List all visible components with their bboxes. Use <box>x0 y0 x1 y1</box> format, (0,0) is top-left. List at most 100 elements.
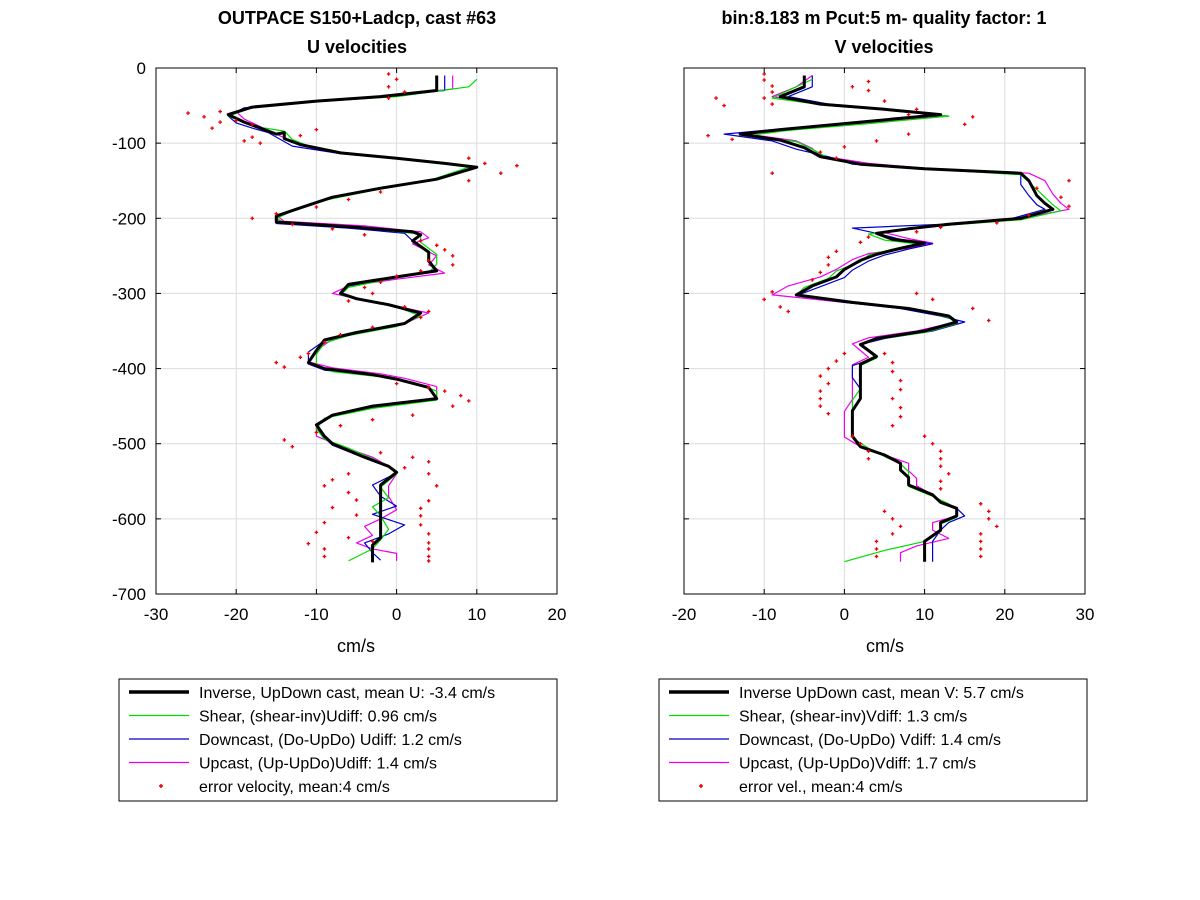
u-series-upcast <box>235 75 478 561</box>
u-error-point <box>362 233 367 237</box>
u-error-point <box>218 109 222 114</box>
u-error-point <box>394 381 399 386</box>
v-error-point <box>898 405 903 410</box>
u-x-tick-label: -10 <box>304 605 329 624</box>
v-error-point <box>818 150 823 154</box>
u-y-tick-label: -400 <box>112 360 146 379</box>
u-error-point <box>499 171 503 175</box>
u-error-point <box>442 248 447 252</box>
u-error-point <box>322 547 327 551</box>
u-error-point <box>466 399 471 403</box>
u-error-point <box>322 554 327 559</box>
v-error-point <box>930 297 935 302</box>
v-error-point <box>834 249 839 254</box>
u-error-point <box>274 360 279 365</box>
v-error-point <box>818 374 823 378</box>
v-error-point <box>770 171 775 175</box>
v-error-point <box>842 351 847 356</box>
v-error-point <box>850 434 855 438</box>
v-error-point <box>818 396 823 401</box>
v-error-point <box>922 434 927 438</box>
v-x-tick-label: 20 <box>995 605 1014 624</box>
u-error-point <box>330 227 335 231</box>
u-error-point <box>346 299 351 303</box>
v-error-point <box>786 309 791 314</box>
v-error-point <box>762 297 766 302</box>
v-ticks: -20 -10 0 10 20 30 <box>672 67 1094 624</box>
u-y-tick-label: -200 <box>112 209 146 228</box>
u-error-point <box>330 505 335 510</box>
u-error-point <box>346 535 351 540</box>
v-velocity-panel: bin:8.183 m Pcut:5 m- quality factor: 1 … <box>658 8 1094 802</box>
v-series-upcast <box>747 75 1070 562</box>
u-legend-label-2: Downcast, (Do-UpDo) Udiff: 1.2 cm/s <box>199 732 462 749</box>
v-error-point <box>826 263 831 267</box>
v-error-point <box>986 509 991 514</box>
u-error-point <box>483 161 487 166</box>
v-series-inverse <box>738 75 1055 562</box>
v-error-point <box>730 137 734 142</box>
right-title-line1: bin:8.183 m Pcut:5 m- quality factor: 1 <box>721 8 1046 28</box>
v-legend-label-1: Shear, (shear-inv)Vdiff: 1.3 cm/s <box>739 709 967 726</box>
u-error-point <box>426 309 431 314</box>
v-error-point <box>866 456 871 461</box>
u-legend-label-4: error velocity, mean:4 cm/s <box>199 779 390 796</box>
v-error-point <box>866 235 871 239</box>
u-error-point <box>426 385 431 390</box>
u-axes-box <box>155 67 558 595</box>
u-error-point <box>250 216 255 221</box>
v-error-point <box>866 79 871 84</box>
v-error-point <box>978 554 983 559</box>
v-error-point <box>1035 186 1039 191</box>
u-error-point <box>402 465 407 470</box>
v-error-point <box>978 539 983 544</box>
u-legend-label-1: Shear, (shear-inv)Udiff: 0.96 cm/s <box>199 709 437 726</box>
v-error-point <box>914 291 919 296</box>
u-y-tick-label: -300 <box>112 284 146 303</box>
v-error-point <box>874 139 879 143</box>
u-error-point <box>314 205 319 209</box>
v-legend-label-4: error vel., mean:4 cm/s <box>739 779 903 796</box>
v-error-point <box>818 270 823 275</box>
v-error-point <box>890 423 895 428</box>
v-grid <box>683 67 1086 595</box>
u-error-point <box>314 430 319 435</box>
u-error-point <box>394 274 399 278</box>
v-error-point <box>874 547 879 551</box>
v-error-point <box>898 378 903 383</box>
v-error-point <box>882 351 887 356</box>
u-error-point <box>330 477 335 482</box>
u-error-point <box>458 393 463 398</box>
u-error-point <box>450 254 455 258</box>
v-error-point <box>1067 178 1071 183</box>
v-error-point <box>986 318 991 323</box>
u-error-point <box>410 455 415 460</box>
v-error-point <box>810 278 815 282</box>
u-error-point <box>322 340 327 345</box>
v-x-tick-label: 10 <box>915 605 934 624</box>
u-error-point <box>370 291 375 296</box>
u-error-point <box>218 120 222 124</box>
v-error-point <box>994 524 999 529</box>
v-series-group <box>706 72 1071 563</box>
u-error-point <box>282 438 287 442</box>
v-error-point <box>890 532 895 536</box>
v-error-point <box>994 220 999 225</box>
u-error-point <box>242 139 247 143</box>
u-legend: Inverse, UpDown cast, mean U: -3.4 cm/s S… <box>118 678 558 802</box>
u-x-tick-label: -20 <box>224 605 249 624</box>
v-error-point <box>818 404 823 408</box>
v-error-point <box>858 441 863 446</box>
u-error-point <box>418 269 423 273</box>
v-error-point <box>946 471 951 476</box>
left-xlabel: cm/s <box>337 636 375 656</box>
v-error-point <box>1027 213 1031 218</box>
v-error-point <box>842 145 847 149</box>
v-error-point <box>762 78 766 82</box>
u-error-point <box>322 483 327 488</box>
v-error-point <box>890 369 895 374</box>
right-title-line2: V velocities <box>834 37 933 57</box>
u-error-point <box>378 450 383 455</box>
v-error-point <box>866 449 871 454</box>
u-series-downcast <box>227 75 478 561</box>
